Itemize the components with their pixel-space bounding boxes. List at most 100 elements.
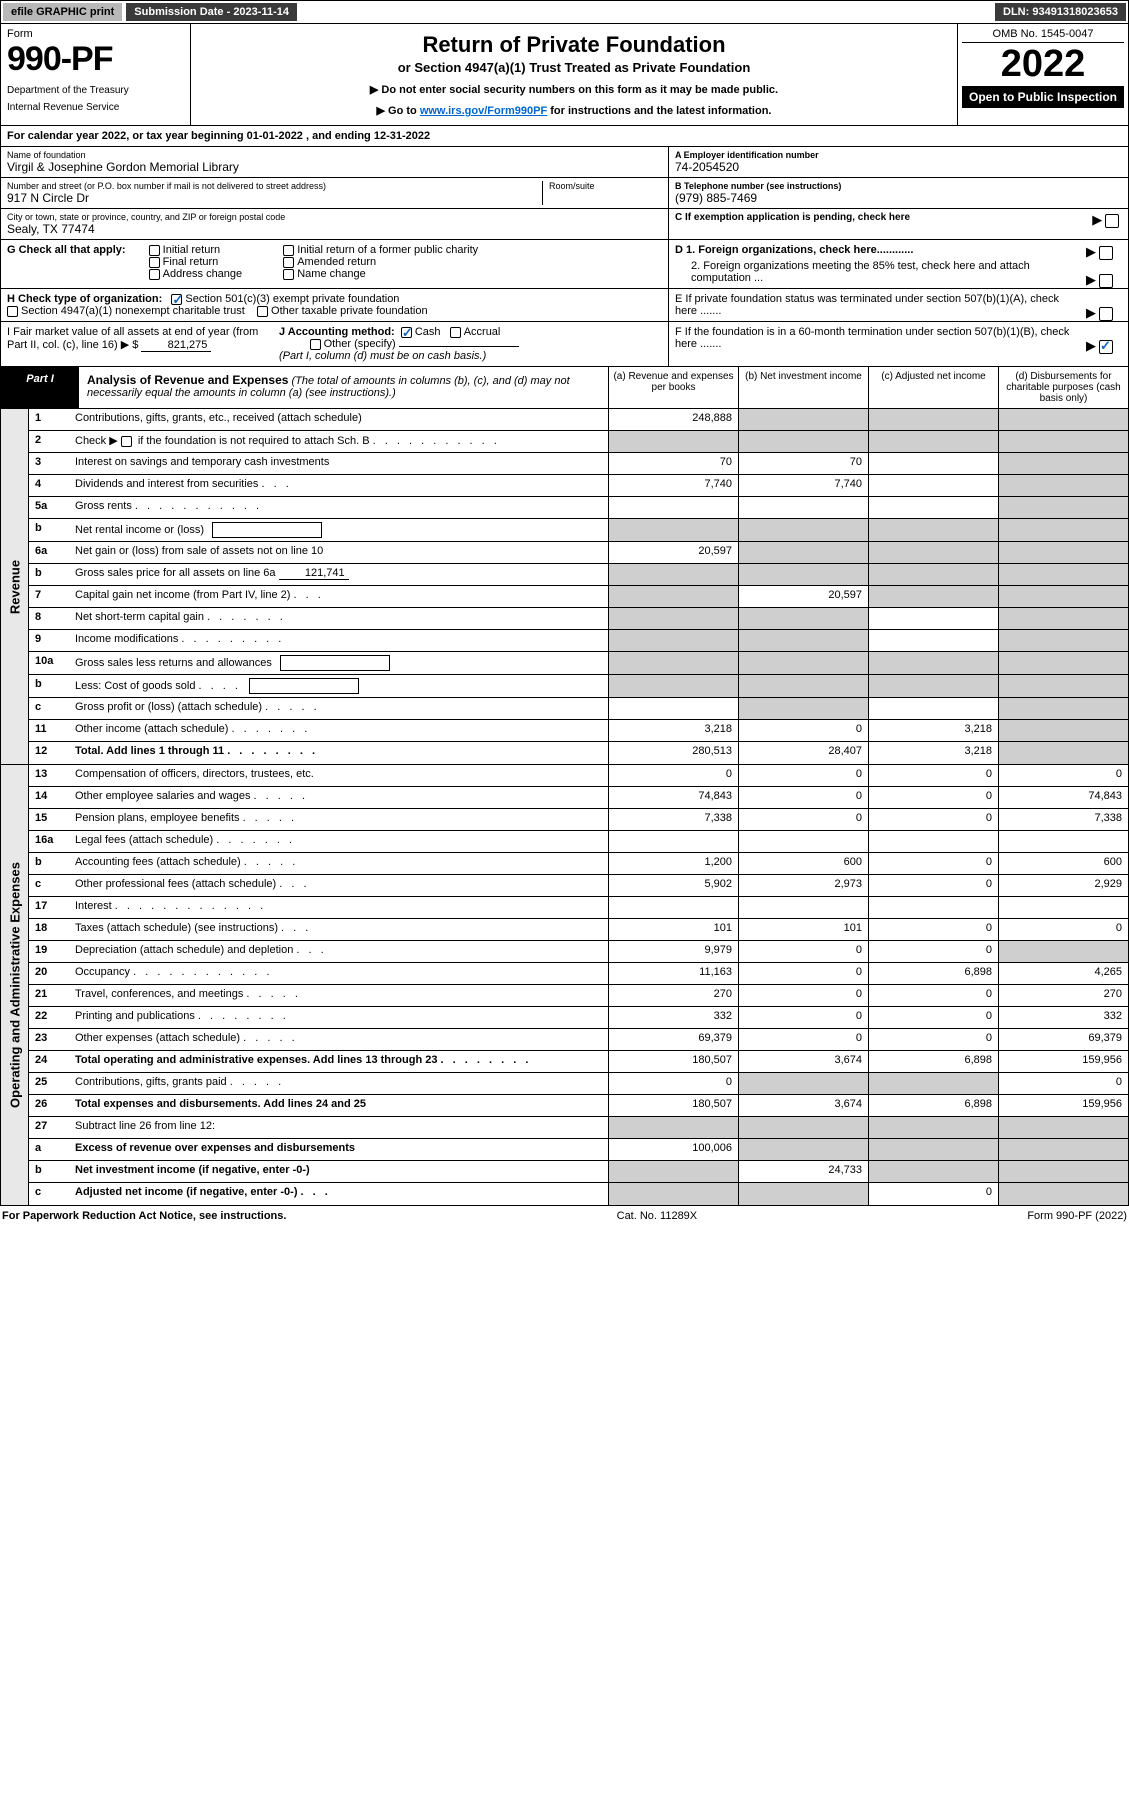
row-7: 7Capital gain net income (from Part IV, … (29, 586, 1128, 608)
row-1: 1Contributions, gifts, grants, etc., rec… (29, 409, 1128, 431)
h-other-checkbox[interactable] (257, 306, 268, 317)
r20-c: 6,898 (868, 963, 998, 984)
g-address-checkbox[interactable] (149, 269, 160, 280)
r11-d (998, 720, 1128, 741)
form-header: Form 990-PF Department of the Treasury I… (0, 24, 1129, 126)
r14-num: 14 (29, 787, 71, 808)
r27c-num: c (29, 1183, 71, 1205)
section-h: H Check type of organization: Section 50… (0, 289, 1129, 322)
r14-d: 74,843 (998, 787, 1128, 808)
r11-desc-text: Other income (attach schedule) (75, 723, 228, 735)
r5a-c (868, 497, 998, 518)
r5b-c (868, 519, 998, 541)
r27a-b (738, 1139, 868, 1160)
omb-no: OMB No. 1545-0047 (962, 28, 1124, 43)
j-other-checkbox[interactable] (310, 339, 321, 350)
g-namechange-checkbox[interactable] (283, 269, 294, 280)
entity-right: A Employer identification number 74-2054… (668, 147, 1128, 239)
row-12: 12Total. Add lines 1 through 11 . . . . … (29, 742, 1128, 764)
room-lbl: Room/suite (549, 181, 662, 191)
j-accrual-checkbox[interactable] (450, 327, 461, 338)
form-subtitle: or Section 4947(a)(1) Trust Treated as P… (203, 60, 945, 75)
addr-lbl: Number and street (or P.O. box number if… (7, 181, 542, 191)
row-16b: bAccounting fees (attach schedule) . . .… (29, 853, 1128, 875)
row-4: 4Dividends and interest from securities … (29, 475, 1128, 497)
r10b-desc: Less: Cost of goods sold . . . . (71, 675, 608, 697)
r25-d: 0 (998, 1073, 1128, 1094)
revenue-vtab-text: Revenue (7, 559, 22, 613)
h-501c3-checkbox[interactable] (171, 294, 182, 305)
r10c-desc: Gross profit or (loss) (attach schedule)… (71, 698, 608, 719)
j-cash-checkbox[interactable] (401, 327, 412, 338)
row-5b: bNet rental income or (loss) (29, 519, 1128, 542)
r16c-desc-text: Other professional fees (attach schedule… (75, 878, 276, 890)
row-24: 24Total operating and administrative exp… (29, 1051, 1128, 1073)
r1-a: 248,888 (608, 409, 738, 430)
g-opt-4: Amended return (297, 256, 376, 268)
col-c-head: (c) Adjusted net income (868, 367, 998, 408)
part-i-header: Part I Analysis of Revenue and Expenses … (0, 367, 1129, 409)
r16b-desc: Accounting fees (attach schedule) . . . … (71, 853, 608, 874)
r6a-d (998, 542, 1128, 563)
row-23: 23Other expenses (attach schedule) . . .… (29, 1029, 1128, 1051)
h-4947-checkbox[interactable] (7, 306, 18, 317)
r22-c: 0 (868, 1007, 998, 1028)
r10b-c (868, 675, 998, 697)
r23-desc: Other expenses (attach schedule) . . . .… (71, 1029, 608, 1050)
section-g: G Check all that apply: Initial return F… (0, 240, 1129, 289)
c-checkbox[interactable] (1105, 214, 1119, 228)
expenses-rows: 13Compensation of officers, directors, t… (29, 765, 1128, 1205)
r16b-c: 0 (868, 853, 998, 874)
r9-b (738, 630, 868, 651)
schb-checkbox[interactable] (121, 436, 132, 447)
footer-right: Form 990-PF (2022) (1027, 1210, 1127, 1222)
r8-desc-text: Net short-term capital gain (75, 611, 204, 623)
r18-desc-text: Taxes (attach schedule) (see instruction… (75, 922, 278, 934)
row-11: 11Other income (attach schedule) . . . .… (29, 720, 1128, 742)
r2-a (608, 431, 738, 452)
form-title: Return of Private Foundation (203, 32, 945, 58)
r4-d (998, 475, 1128, 496)
submission-date: Submission Date - 2023-11-14 (126, 3, 297, 21)
cal-mid: , and ending (303, 130, 374, 142)
h-opt1: Section 501(c)(3) exempt private foundat… (185, 293, 399, 305)
r8-desc: Net short-term capital gain . . . . . . … (71, 608, 608, 629)
r5a-b (738, 497, 868, 518)
r25-num: 25 (29, 1073, 71, 1094)
r13-desc: Compensation of officers, directors, tru… (71, 765, 608, 786)
r27a-desc: Excess of revenue over expenses and disb… (71, 1139, 608, 1160)
open-public: Open to Public Inspection (962, 86, 1124, 108)
r16a-desc: Legal fees (attach schedule) . . . . . .… (71, 831, 608, 852)
r27a-a: 100,006 (608, 1139, 738, 1160)
g-former-checkbox[interactable] (283, 245, 294, 256)
g-initial-checkbox[interactable] (149, 245, 160, 256)
r25-b (738, 1073, 868, 1094)
form-number: 990-PF (7, 40, 184, 79)
r4-b: 7,740 (738, 475, 868, 496)
r10c-c (868, 698, 998, 719)
efile-label[interactable]: efile GRAPHIC print (3, 3, 122, 21)
fmv-value: 821,275 (141, 339, 211, 352)
page-footer: For Paperwork Reduction Act Notice, see … (0, 1206, 1129, 1226)
ein-row: A Employer identification number 74-2054… (669, 147, 1128, 178)
r15-b: 0 (738, 809, 868, 830)
d1-checkbox[interactable] (1099, 246, 1113, 260)
f-text: F If the foundation is in a 60-month ter… (675, 326, 1069, 350)
f-checkbox[interactable] (1099, 340, 1113, 354)
row-6a: 6aNet gain or (loss) from sale of assets… (29, 542, 1128, 564)
g-amended-checkbox[interactable] (283, 257, 294, 268)
col-a-head: (a) Revenue and expenses per books (608, 367, 738, 408)
r7-desc: Capital gain net income (from Part IV, l… (71, 586, 608, 607)
r10c-num: c (29, 698, 71, 719)
j-note: (Part I, column (d) must be on cash basi… (279, 350, 486, 362)
irs-link[interactable]: www.irs.gov/Form990PF (420, 105, 547, 117)
g-final-checkbox[interactable] (149, 257, 160, 268)
r1-c (868, 409, 998, 430)
r13-a: 0 (608, 765, 738, 786)
r16c-a: 5,902 (608, 875, 738, 896)
e-checkbox[interactable] (1099, 307, 1113, 321)
d2-checkbox[interactable] (1099, 274, 1113, 288)
r6a-a: 20,597 (608, 542, 738, 563)
r7-b: 20,597 (738, 586, 868, 607)
note2-pre: ▶ Go to (377, 105, 420, 117)
